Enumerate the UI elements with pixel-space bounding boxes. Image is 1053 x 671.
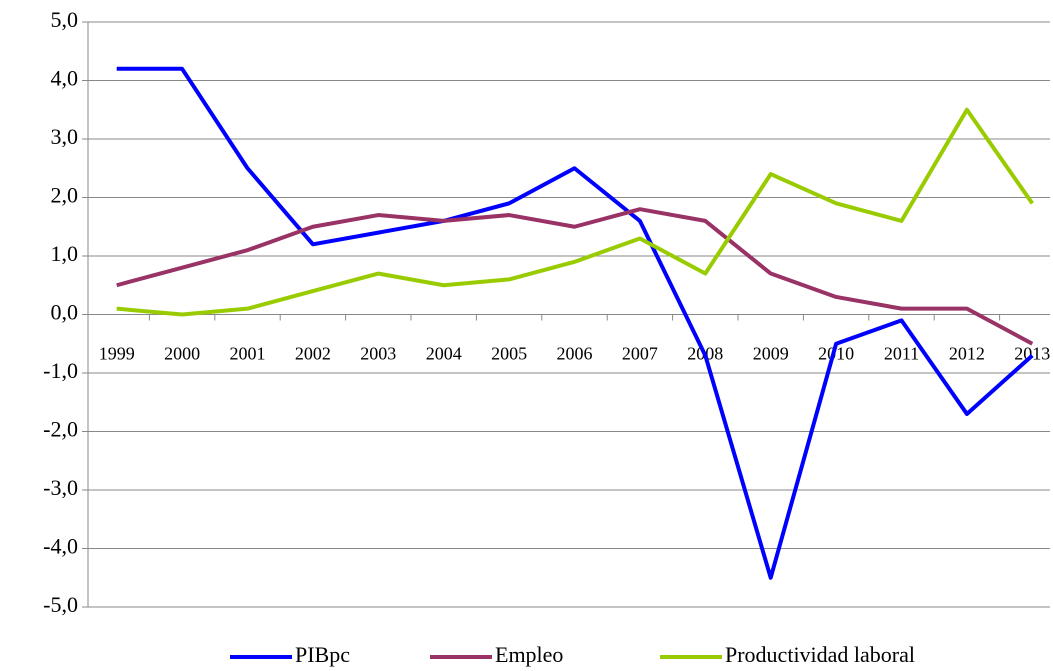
series-line bbox=[116, 66, 1034, 580]
x-tick-label: 2009 bbox=[753, 344, 789, 364]
series-line bbox=[116, 107, 1034, 317]
x-tick-label: 2003 bbox=[360, 344, 396, 364]
legend-label: Productividad laboral bbox=[725, 642, 915, 667]
y-tick-label: 0,0 bbox=[51, 300, 79, 325]
y-tick-label: 3,0 bbox=[51, 124, 79, 149]
x-tick-label: 2004 bbox=[426, 344, 462, 364]
y-tick-label: 2,0 bbox=[51, 183, 79, 208]
x-tick-label: 2000 bbox=[164, 344, 200, 364]
y-tick-label: -3,0 bbox=[43, 475, 78, 500]
y-tick-label: -1,0 bbox=[43, 358, 78, 383]
x-tick-label: 2005 bbox=[491, 344, 527, 364]
x-tick-label: 2012 bbox=[949, 344, 985, 364]
y-tick-label: -5,0 bbox=[43, 592, 78, 617]
y-tick-label: -4,0 bbox=[43, 534, 78, 559]
legend-label: PIBpc bbox=[295, 642, 350, 667]
y-tick-label: 5,0 bbox=[51, 7, 79, 32]
y-tick-label: 4,0 bbox=[51, 66, 79, 91]
x-tick-label: 2010 bbox=[818, 344, 854, 364]
y-tick-label: -2,0 bbox=[43, 417, 78, 442]
x-tick-label: 2006 bbox=[557, 344, 593, 364]
x-tick-label: 2007 bbox=[622, 344, 658, 364]
x-tick-label: 1999 bbox=[99, 344, 135, 364]
x-tick-label: 2002 bbox=[295, 344, 331, 364]
x-tick-label: 2001 bbox=[230, 344, 266, 364]
x-tick-label: 2013 bbox=[1014, 344, 1050, 364]
x-tick-label: 2011 bbox=[884, 344, 919, 364]
series-line bbox=[116, 207, 1034, 346]
y-tick-label: 1,0 bbox=[51, 241, 79, 266]
legend-label: Empleo bbox=[495, 642, 563, 667]
